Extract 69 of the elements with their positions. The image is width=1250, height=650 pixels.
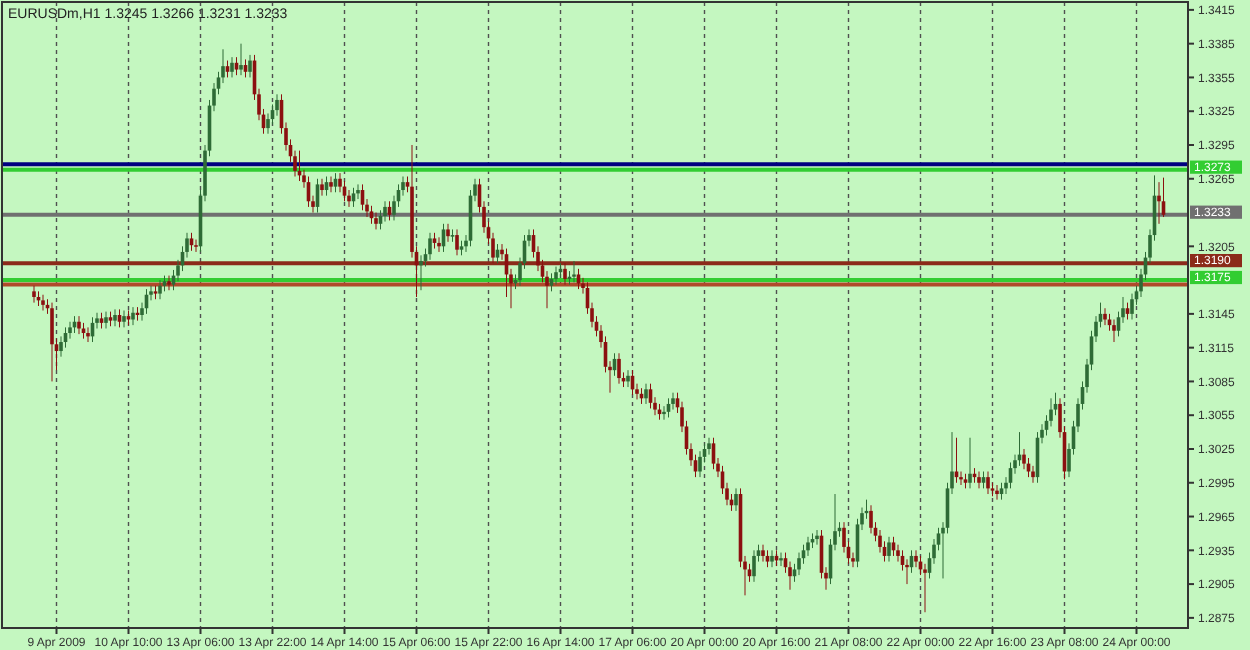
candlestick [446, 223, 450, 243]
candlestick [761, 544, 765, 563]
candlestick [131, 306, 135, 326]
candlestick [662, 405, 666, 421]
candlestick [878, 529, 882, 554]
candlestick [437, 236, 441, 253]
candlestick [41, 294, 45, 311]
candlestick [914, 549, 918, 568]
candlestick [977, 471, 981, 489]
candlestick [338, 172, 342, 193]
candlestick [275, 93, 279, 117]
candlestick [68, 321, 72, 340]
candlestick [1049, 397, 1053, 427]
candlestick [995, 484, 999, 501]
candlestick [923, 563, 927, 613]
candlestick [329, 176, 333, 193]
candlestick [239, 43, 243, 76]
candlestick [617, 352, 621, 385]
candlestick [1103, 307, 1107, 326]
candlestick [374, 212, 378, 230]
candlestick [626, 369, 630, 388]
candlestick [1130, 293, 1134, 320]
candlestick [698, 450, 702, 478]
candlestick [104, 311, 108, 330]
candlestick [158, 279, 162, 300]
candlestick [383, 200, 387, 223]
candlestick [887, 536, 891, 563]
candlestick [734, 487, 738, 512]
candlestick [986, 471, 990, 495]
candlestick [356, 183, 360, 200]
candlestick [896, 544, 900, 563]
candlestick [563, 262, 567, 286]
candlestick [32, 285, 36, 304]
candlestick [554, 266, 558, 286]
candlestick [194, 239, 198, 253]
candlestick [122, 310, 126, 328]
candlestick [1022, 448, 1026, 470]
candlestick [77, 315, 81, 335]
candlestick [644, 383, 648, 405]
candlestick [419, 254, 423, 291]
candlestick [797, 552, 801, 576]
candlestick [1031, 465, 1035, 484]
candlestick [167, 275, 171, 291]
candlestick [869, 504, 873, 534]
candlestick [815, 529, 819, 546]
candlestick [320, 178, 324, 197]
candlestick [266, 112, 270, 135]
candlestick [86, 326, 90, 343]
candlestick [806, 536, 810, 557]
candlestick [450, 228, 455, 243]
candlestick [572, 260, 576, 283]
candlestick [347, 189, 351, 208]
candlestick [707, 437, 711, 456]
candlestick [752, 549, 756, 583]
candlestick [113, 308, 117, 327]
candlestick [905, 558, 909, 585]
candlestick [1157, 181, 1161, 225]
candlestick [671, 392, 675, 411]
candlestick [455, 228, 459, 256]
candlestick [230, 56, 234, 78]
candlestick [1112, 319, 1116, 343]
candlestick [968, 437, 972, 489]
candlestick [59, 335, 63, 358]
candlestick [788, 561, 792, 591]
candlestick [50, 302, 54, 382]
candlestick [779, 552, 783, 567]
candlestick [770, 549, 774, 568]
candlestick [248, 54, 252, 78]
candlestick [428, 232, 432, 261]
